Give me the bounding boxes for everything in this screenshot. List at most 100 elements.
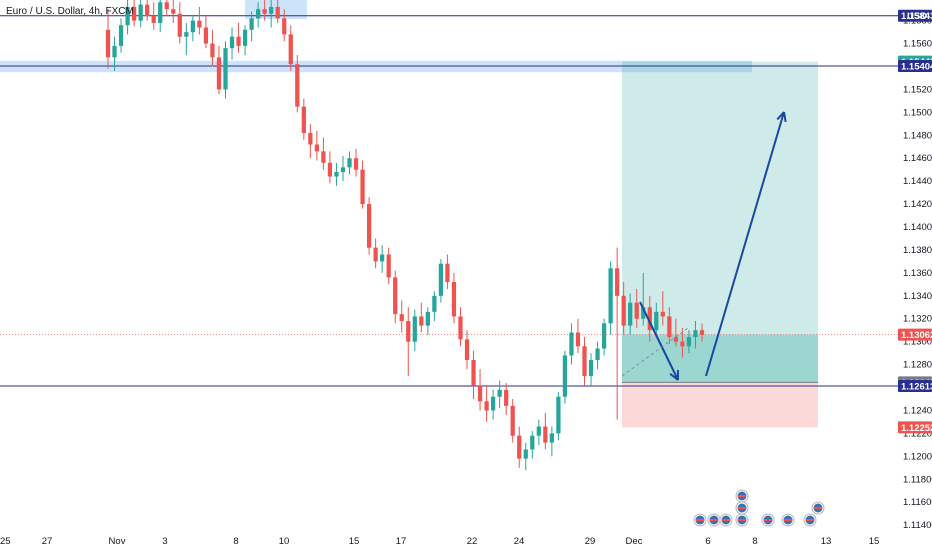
candle [125,0,130,35]
candle [164,0,169,17]
up-arrow[interactable] [705,111,787,377]
price-badge[interactable]: 1.12252 [898,421,932,434]
down-arrow[interactable] [639,301,679,381]
svg-text:1.12613: 1.12613 [901,382,932,393]
candle [438,259,444,303]
event-flag-icon[interactable] [735,489,749,503]
chart-title: Euro / U.S. Dollar, 4h, FXCM [6,6,134,17]
time-tick: 15 [869,536,880,547]
candle [380,245,385,273]
candle [275,0,280,23]
candle [549,426,554,457]
candle [660,291,665,326]
price-tick: 1.12200 [903,428,932,439]
time-tick: 24 [514,536,525,547]
price-tick: 1.11800 [903,474,932,485]
candle [373,238,378,269]
price-tick: 1.12800 [903,360,932,371]
price-badge[interactable]: 1.12613 [898,380,932,393]
candle [386,247,391,285]
event-flag-icon[interactable] [735,513,749,527]
candle [582,337,587,386]
candle [327,151,333,184]
event-flag-icon[interactable] [735,501,749,515]
event-flag-icon[interactable] [781,513,795,527]
candle [634,288,639,328]
candle [601,318,607,356]
candle [569,323,574,365]
event-flag-icon[interactable] [693,513,707,527]
candle [517,426,522,468]
candle [432,291,437,322]
candle [301,98,306,140]
candle [112,36,117,72]
candle [686,330,692,354]
profit-fill [622,334,818,383]
economic-events[interactable] [693,489,825,527]
candle [203,16,209,49]
candle [654,302,659,338]
candle [334,162,339,186]
candle [269,0,274,28]
candle [118,18,124,53]
price-tick: 1.15000 [903,107,932,118]
candle [641,272,646,326]
candle [308,123,313,159]
candle [399,300,404,333]
event-flag-icon[interactable] [803,513,817,527]
candle [451,272,457,324]
time-tick: 27 [42,536,53,547]
candle [673,318,679,347]
time-axis[interactable]: 25 27 Nov 3 8 10 15 17 22 24 29 Dec 6 8 13 15 [0,536,879,547]
time-tick: Nov [109,536,126,547]
event-flag-icon[interactable] [707,513,721,527]
price-badge[interactable]: 1.15404 [898,60,932,73]
candle [223,41,228,99]
candle [562,350,568,404]
candle [236,22,241,53]
candle [288,25,293,72]
stop-zone[interactable] [622,382,818,428]
candle [536,419,541,445]
time-tick: 22 [467,536,478,547]
price-tick: 1.14600 [903,153,932,164]
candle [347,151,352,175]
price-tick: 1.13200 [903,314,932,325]
price-badge[interactable]: 1.13062 [898,328,932,342]
price-badge[interactable]: 1.15843 [898,9,932,22]
event-flag-icon[interactable] [811,501,825,515]
price-axis[interactable]: 1.158001.156001.154001.152001.150001.148… [898,9,932,531]
candle [340,155,346,182]
event-flag-icon[interactable] [761,513,775,527]
price-tick: 1.12400 [903,405,932,416]
event-flag-icon[interactable] [719,513,733,527]
candle [419,302,424,333]
currency-label[interactable]: USD [907,11,927,22]
candle [321,137,326,170]
candle [523,442,528,471]
candle [262,0,267,21]
price-tick: 1.13600 [903,268,932,279]
candle [197,6,202,35]
time-tick: 10 [279,536,290,547]
candle [667,307,672,344]
projection-arrows[interactable] [621,111,787,381]
candle [145,0,150,21]
candle [556,392,561,441]
candle [497,380,502,409]
candle [229,27,235,60]
price-tick: 1.14800 [903,130,932,141]
candle [295,55,300,113]
price-tick: 1.11600 [903,497,932,508]
candle [608,261,613,335]
candle [680,327,685,358]
candle [210,29,215,67]
candle [256,2,261,28]
time-tick: 6 [705,536,710,547]
candle [484,385,489,422]
candle [490,389,496,420]
position-zones [0,0,818,428]
time-tick: 29 [585,536,596,547]
horizontal-lines[interactable] [0,15,898,387]
